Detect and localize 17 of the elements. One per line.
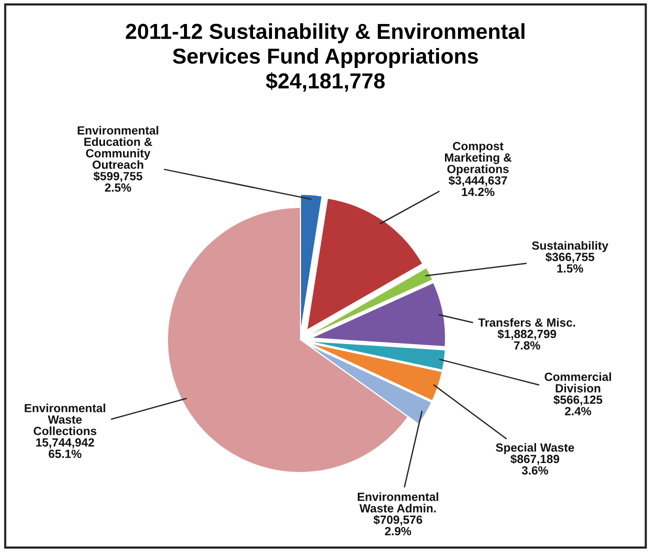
data-label: $3,444,637 14.2% [448, 176, 508, 196]
slice-label: Transfers & Misc. [478, 318, 576, 327]
data-label: $366,755 1.5% [546, 252, 594, 273]
slice-label: Special Waste [496, 443, 574, 454]
data-label: $566,125 2.4% [554, 395, 602, 416]
slice-label: Sustainability [532, 241, 608, 252]
chart-title: 2011-12 Sustainability & Environmental Services Fund Appropriations $24,181,778 [126, 23, 524, 92]
data-label: 15,744,942 65.1% [36, 438, 94, 458]
data-label: $867,189 3.6% [510, 454, 560, 475]
data-label: $709,576 2.9% [374, 515, 422, 536]
data-label: $1,882,799 7.8% [498, 329, 556, 350]
slice-label: Environmental Waste Collections [24, 404, 106, 436]
data-label: $599,755 2.5% [94, 171, 142, 192]
slice-label: Environmental Waste Admin. [358, 492, 438, 512]
slice-label: Compost Marketing & Operations [445, 142, 512, 176]
slice-label: Environmental Education & Community Outreach [78, 126, 158, 169]
slice-label: Commercial Division [544, 372, 611, 392]
